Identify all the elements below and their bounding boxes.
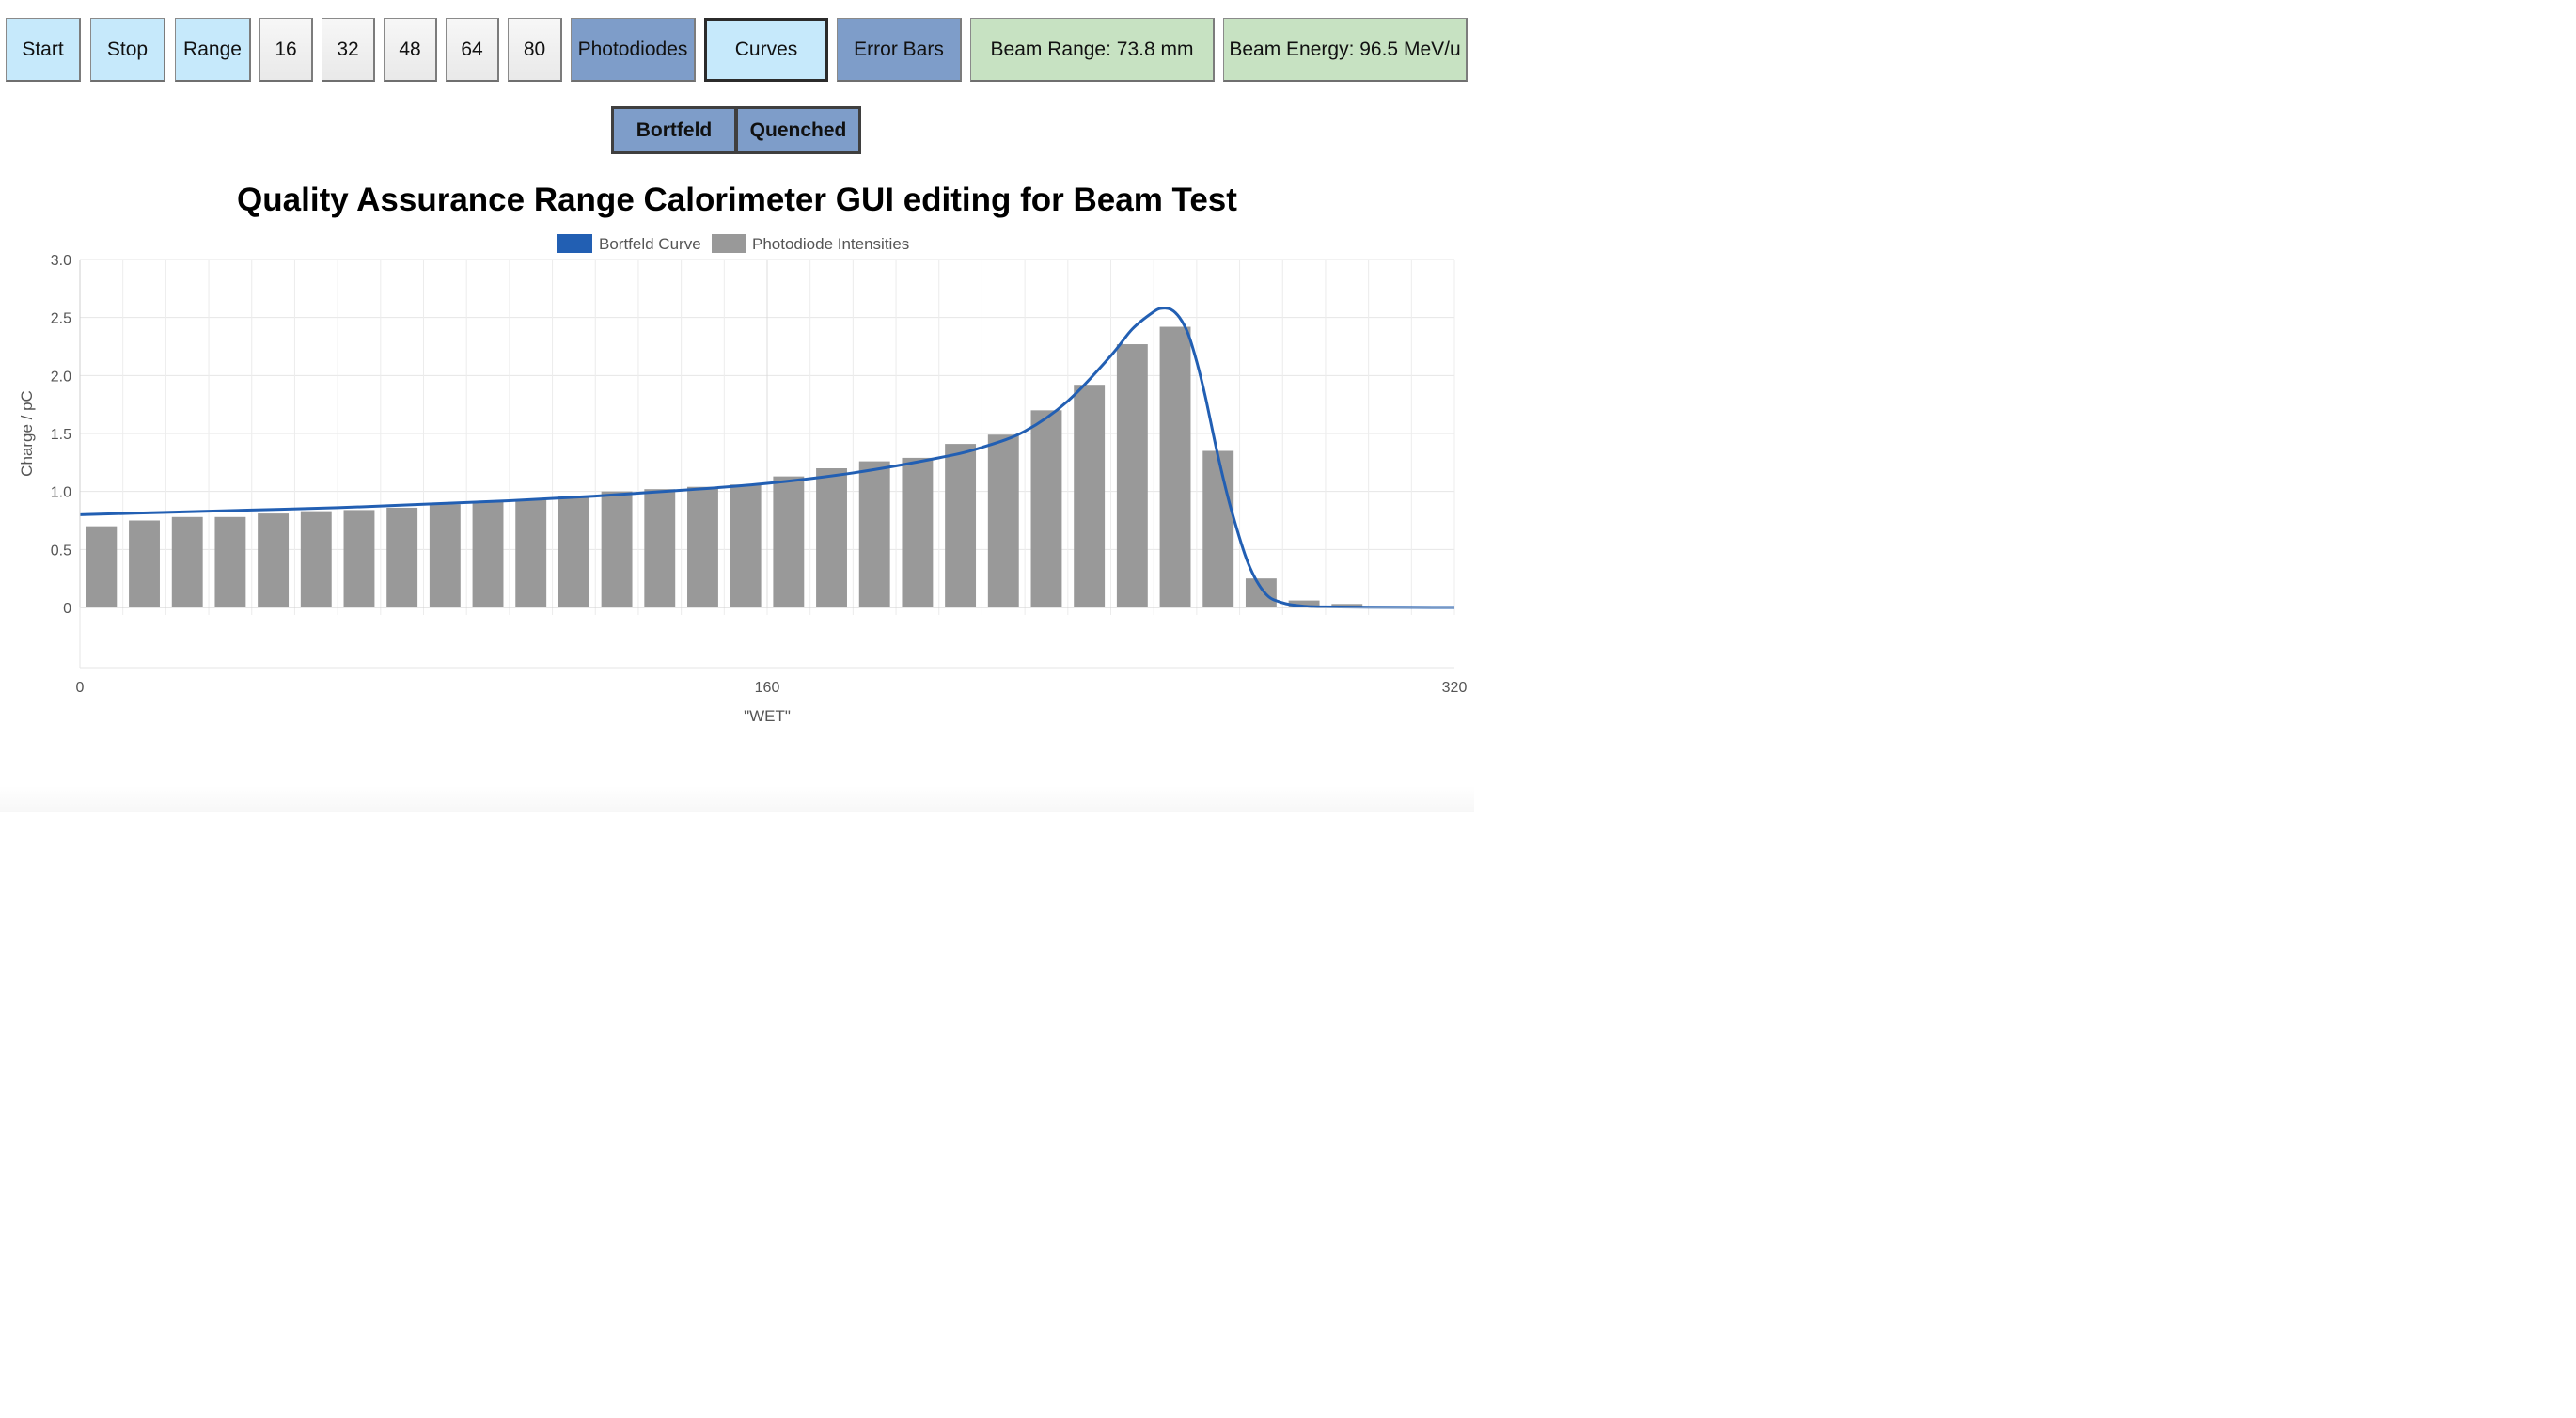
- channels-32-button[interactable]: 32: [322, 18, 375, 82]
- photodiode-bar: [1159, 326, 1191, 607]
- legend-label-bortfeld[interactable]: Bortfeld Curve: [599, 235, 701, 253]
- y-tick-label: 2.5: [51, 311, 71, 327]
- photodiode-bar: [558, 496, 589, 607]
- toolbar: Start Stop Range 16 32 48 64 80 Photodio…: [0, 18, 1474, 84]
- photodiode-bar: [429, 504, 461, 607]
- photodiode-bar: [773, 476, 805, 607]
- y-tick-label: 1.5: [51, 427, 71, 443]
- photodiode-bar: [858, 461, 890, 607]
- bortfeld-button[interactable]: Bortfeld: [611, 106, 737, 154]
- photodiode-bar: [687, 486, 718, 607]
- y-tick-label: 0: [63, 601, 71, 617]
- legend-label-photodiodes[interactable]: Photodiode Intensities: [752, 235, 909, 253]
- channels-80-button[interactable]: 80: [508, 18, 562, 82]
- y-tick-label: 3.0: [51, 253, 71, 269]
- photodiode-bar: [386, 507, 418, 607]
- start-button[interactable]: Start: [6, 18, 81, 82]
- quenched-button[interactable]: Quenched: [735, 106, 861, 154]
- beam-range-display: Beam Range: 73.8 mm: [970, 18, 1215, 82]
- bortfeld-curve-line: [79, 307, 1455, 609]
- channels-64-button[interactable]: 64: [446, 18, 499, 82]
- photodiode-bar: [1030, 410, 1062, 607]
- photodiode-bar: [945, 444, 977, 607]
- x-axis-label: "WET": [744, 707, 791, 725]
- channels-48-button[interactable]: 48: [384, 18, 437, 82]
- beam-energy-display: Beam Energy: 96.5 MeV/u: [1223, 18, 1468, 82]
- chart-title: Quality Assurance Range Calorimeter GUI …: [237, 181, 1237, 218]
- photodiode-bar: [902, 457, 934, 607]
- photodiode-bar: [300, 511, 332, 607]
- photodiode-bar: [1074, 385, 1106, 607]
- x-tick-label: 320: [1442, 680, 1468, 696]
- photodiode-bar: [171, 516, 203, 607]
- photodiode-bar: [343, 510, 375, 607]
- y-axis-label: Charge / pC: [18, 390, 36, 477]
- photodiode-bar: [1288, 600, 1320, 607]
- bragg-peak-chart: 0 0.5 1.0 1.5 2.0 2.5 3.0 0 160 320 Bortfeld Curv…: [18, 234, 1468, 725]
- range-button[interactable]: Range: [175, 18, 251, 82]
- curves-button[interactable]: Curves: [704, 18, 828, 82]
- error-bars-button[interactable]: Error Bars: [837, 18, 962, 82]
- channels-16-button[interactable]: 16: [259, 18, 313, 82]
- photodiode-bar: [644, 489, 676, 607]
- x-tick-label: 0: [76, 680, 85, 696]
- y-tick-label: 2.0: [51, 369, 71, 385]
- photodiode-bar: [515, 499, 547, 607]
- photodiode-bar: [816, 468, 847, 607]
- photodiode-bar: [601, 491, 633, 607]
- stop-button[interactable]: Stop: [90, 18, 165, 82]
- photodiode-bar: [129, 520, 160, 607]
- y-tick-label: 0.5: [51, 543, 71, 559]
- legend-swatch-bortfeld: [557, 234, 592, 253]
- photodiode-bar: [472, 501, 504, 607]
- y-tick-label: 1.0: [51, 485, 71, 501]
- photodiode-bar: [86, 526, 118, 607]
- photodiode-bars: [86, 326, 1449, 607]
- photodiode-bar: [1202, 450, 1234, 607]
- photodiode-bar: [987, 434, 1019, 607]
- photodiode-bar: [730, 484, 762, 607]
- page-bottom: [0, 786, 1474, 812]
- x-tick-label: 160: [755, 680, 780, 696]
- photodiode-bar: [214, 516, 246, 607]
- photodiode-bar: [1116, 344, 1148, 607]
- photodiode-bar: [258, 513, 290, 607]
- chart-legend[interactable]: Bortfeld Curve Photodiode Intensities: [557, 234, 909, 253]
- photodiodes-button[interactable]: Photodiodes: [571, 18, 696, 82]
- chart-axes: 0 0.5 1.0 1.5 2.0 2.5 3.0 0 160 320: [51, 253, 1468, 696]
- legend-swatch-photodiodes: [712, 234, 746, 253]
- photodiode-bar: [1245, 578, 1277, 607]
